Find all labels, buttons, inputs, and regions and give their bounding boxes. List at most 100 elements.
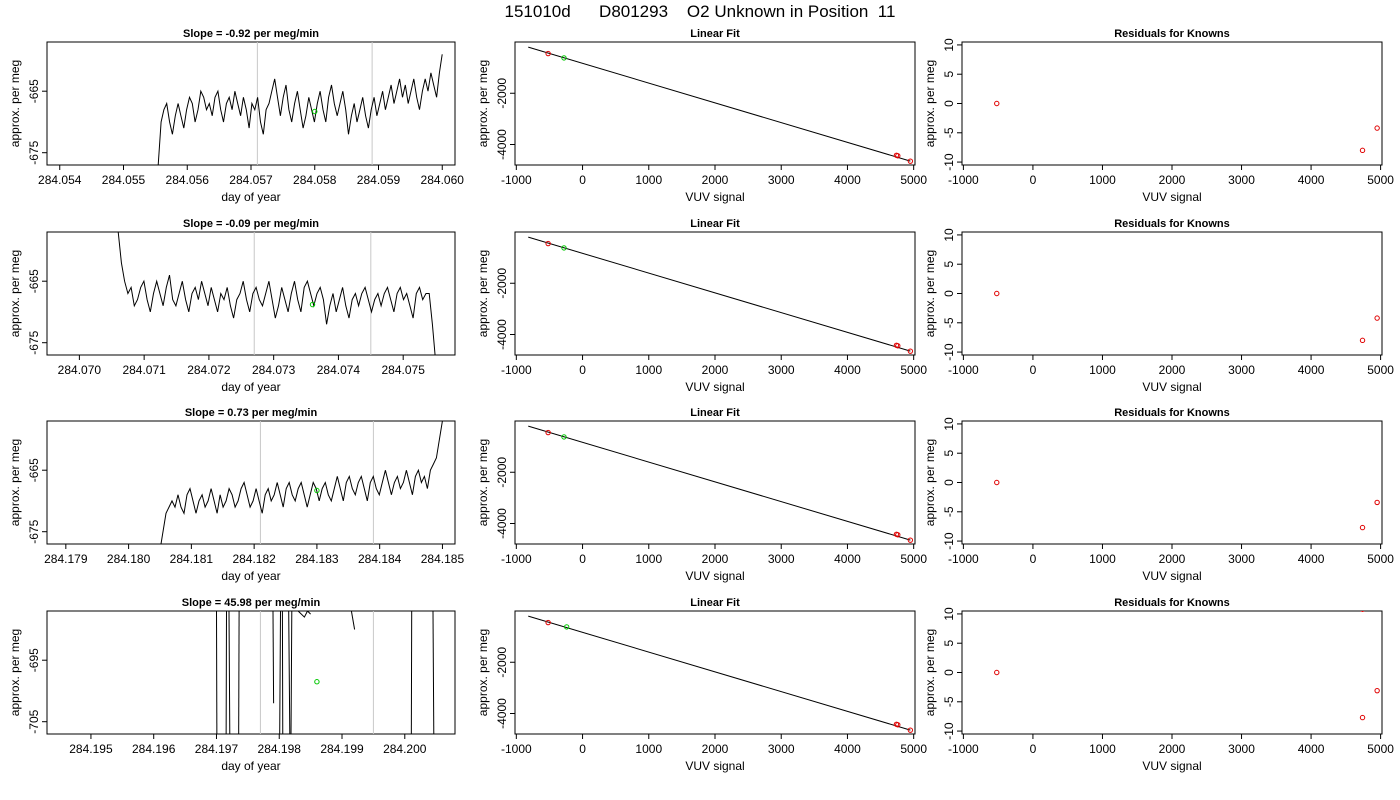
x-tick-label: 0 [579, 742, 586, 756]
x-tick-label: 284.199 [320, 742, 364, 756]
x-axis-label: VUV signal [685, 759, 744, 773]
x-tick-label: 2000 [702, 173, 729, 187]
known-point [1360, 611, 1365, 612]
y-axis: -2000 -4000 [495, 647, 515, 729]
y-tick-label: 10 [942, 607, 956, 621]
x-tick-label: 4000 [834, 173, 861, 187]
y-tick-label: -4000 [495, 129, 509, 160]
x-tick-label: 1000 [635, 742, 662, 756]
x-tick-label: 1000 [635, 552, 662, 566]
x-axis-label: VUV signal [1142, 569, 1201, 583]
x-tick-label: 5000 [900, 363, 927, 377]
y-tick-label: -665 [27, 79, 41, 103]
x-tick-label: 284.054 [38, 173, 82, 187]
y-tick-label: 0 [942, 479, 956, 486]
fit-line [528, 615, 911, 731]
x-tick-label: 284.073 [252, 363, 296, 377]
y-tick-label: -4000 [495, 319, 509, 350]
known-point [895, 153, 901, 159]
x-axis: -1000 0 1000 2000 3000 4000 5000 [501, 165, 927, 187]
x-axis: -1000 0 1000 2000 3000 4000 5000 [948, 165, 1394, 187]
x-tick-label: 3000 [768, 173, 795, 187]
y-axis-label: approx. per meg [923, 250, 937, 337]
x-tick-label: 2000 [1159, 173, 1186, 187]
y-axis: -2000 -4000 [495, 268, 515, 350]
panel-title: Residuals for Knowns [1114, 407, 1230, 419]
x-tick-label: -1000 [501, 173, 532, 187]
data-series-line [160, 421, 443, 544]
plot-area [216, 611, 435, 734]
y-tick-label: 5 [942, 640, 956, 647]
x-tick-label: 284.182 [232, 552, 276, 566]
x-axis-label: day of year [221, 190, 280, 204]
data-series-line [297, 611, 311, 618]
y-tick-label: -4000 [495, 508, 509, 539]
y-tick-label: 5 [942, 71, 956, 78]
y-tick-label: -2000 [495, 457, 509, 488]
x-tick-label: 4000 [834, 363, 861, 377]
plot-area [994, 479, 1380, 531]
plot-area [994, 290, 1380, 344]
y-axis-label: approx. per meg [476, 60, 490, 147]
x-axis: 284.070 284.071 284.072 284.073 284.074 284.0… [58, 355, 425, 377]
y-tick-label: -5 [942, 506, 956, 517]
y-tick-label: 10 [942, 38, 956, 52]
unknown-mean-point [309, 301, 316, 308]
y-tick-label: -665 [27, 458, 41, 482]
y-tick-label: -705 [27, 709, 41, 733]
known-point [545, 429, 551, 436]
x-tick-label: 284.070 [58, 363, 102, 377]
plot-frame [514, 231, 916, 356]
x-tick-label: 284.195 [69, 742, 113, 756]
y-axis-label: approx. per meg [8, 439, 22, 526]
fit-line [528, 46, 911, 162]
panel-1-2: Linear Fit -1000 0 1000 2000 3000 4000 5000 VUV … [476, 28, 927, 204]
x-tick-label: 284.183 [295, 552, 339, 566]
x-tick-label: -1000 [501, 363, 532, 377]
unknown-mean-point [312, 108, 318, 115]
x-axis: 284.179 284.180 284.181 284.182 284.183 284.1… [44, 544, 464, 566]
panel-title: Residuals for Knowns [1114, 28, 1230, 40]
plot-frame [961, 420, 1383, 545]
y-tick-label: -10 [942, 532, 956, 550]
x-tick-label: 284.200 [383, 742, 427, 756]
x-tick-label: 284.198 [258, 742, 302, 756]
panel-4-3: Residuals for Knowns -1000 0 1000 2000 3000 40… [923, 597, 1394, 773]
x-tick-label: 3000 [768, 552, 795, 566]
known-point [1359, 337, 1366, 344]
plot-area [160, 421, 443, 544]
x-tick-label: 284.074 [317, 363, 361, 377]
x-tick-label: 5000 [1367, 552, 1394, 566]
x-axis: 284.195 284.196 284.197 284.198 284.199 284.2… [69, 734, 427, 756]
y-tick-label: -10 [942, 153, 956, 171]
y-tick-label: -2000 [495, 78, 509, 109]
unknown-point [561, 55, 567, 61]
x-tick-label: 3000 [1228, 363, 1255, 377]
x-tick-label: 5000 [1367, 173, 1394, 187]
y-axis: -695 -705 [27, 648, 47, 734]
x-tick-label: 2000 [1159, 363, 1186, 377]
x-tick-label: 2000 [1159, 552, 1186, 566]
panel-1-3: Residuals for Knowns -1000 0 1000 2000 3000 40… [923, 28, 1394, 204]
x-tick-label: 1000 [1089, 742, 1116, 756]
known-point [895, 343, 901, 349]
y-axis: -665 -675 [27, 458, 47, 544]
known-point [1359, 147, 1366, 154]
x-axis: 284.054 284.055 284.056 284.057 284.058 284.0… [38, 165, 464, 187]
plot-frame [514, 420, 916, 545]
x-tick-label: -1000 [501, 552, 532, 566]
x-tick-label: 5000 [1367, 363, 1394, 377]
fit-line [528, 236, 911, 352]
x-tick-label: 284.072 [187, 363, 231, 377]
panel-title: Residuals for Knowns [1114, 218, 1230, 230]
x-tick-label: 5000 [900, 742, 927, 756]
known-point [895, 722, 901, 728]
panel-title: Linear Fit [690, 597, 740, 609]
x-tick-label: 284.196 [132, 742, 176, 756]
panel-title: Slope = 45.98 per meg/min [182, 597, 321, 609]
known-point [1374, 125, 1380, 131]
plot-area [157, 42, 443, 165]
